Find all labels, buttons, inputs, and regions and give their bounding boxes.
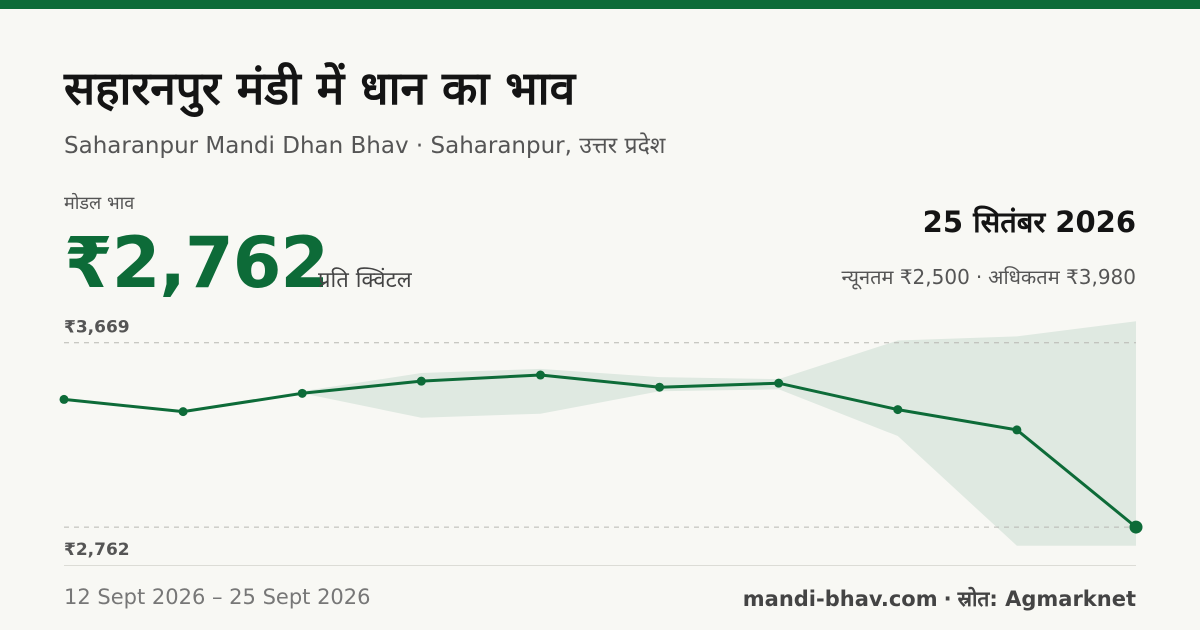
reference-lines-layer: [64, 342, 1136, 528]
price-range: न्यूनतम ₹2,500 · अधिकतम ₹3,980: [842, 263, 1137, 290]
price-unit: प्रति क्विंटल: [318, 268, 412, 293]
footer-divider: [64, 565, 1136, 566]
site-name: mandi-bhav.com: [742, 587, 938, 611]
price-point: [535, 370, 545, 380]
footer-source: mandi-bhav.com · स्रोत: Agmarknet: [743, 585, 1136, 613]
top-accent-bar: [0, 0, 1200, 9]
min-max-band-layer: [64, 321, 1136, 546]
price-trend-chart: ₹3,669 ₹2,762: [59, 318, 1143, 560]
price-point: [416, 376, 426, 386]
price-point: [59, 394, 69, 404]
latest-price-point: [1129, 520, 1143, 534]
footer-separator: ·: [943, 587, 952, 611]
max-price: अधिकतम ₹3,980: [988, 265, 1136, 289]
price-line: [63, 373, 1137, 529]
min-price: न्यूनतम ₹2,500: [841, 265, 970, 289]
reference-label: ₹3,669: [64, 318, 130, 338]
modal-price-label: मोडल भाव: [64, 193, 135, 214]
page-title: सहारनपुर मंडी में धान का भाव: [64, 61, 576, 115]
min-max-band: [64, 321, 1136, 546]
reference-labels-layer: ₹3,669 ₹2,762: [64, 318, 130, 560]
price-points-layer: [59, 370, 1143, 534]
price-point: [893, 405, 903, 415]
price-point: [297, 388, 307, 398]
price-line-layer: [63, 373, 1137, 529]
footer-date-range: 12 Sept 2026 – 25 Sept 2026: [64, 585, 371, 609]
report-date: 25 सितंबर 2026: [922, 205, 1136, 239]
page-subtitle: Saharanpur Mandi Dhan Bhav · Saharanpur,…: [64, 133, 666, 159]
price-point: [655, 382, 665, 392]
range-separator: ·: [975, 265, 983, 289]
price-point: [178, 407, 188, 417]
price-point: [774, 378, 784, 388]
reference-label: ₹2,762: [64, 540, 130, 560]
source-credit: स्रोत: Agmarknet: [957, 587, 1136, 611]
price-point: [1012, 425, 1022, 435]
modal-price-value: ₹2,762: [64, 222, 329, 304]
